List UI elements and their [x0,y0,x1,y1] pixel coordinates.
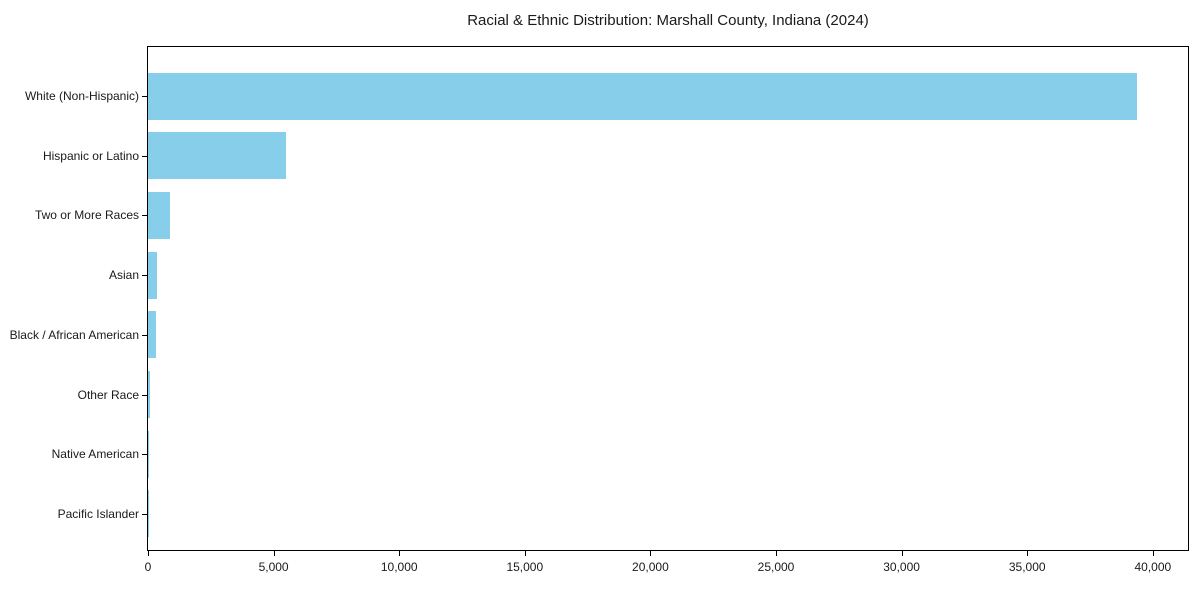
x-tick-label: 25,000 [757,560,795,574]
y-tick-mark [142,275,147,277]
y-tick-label: Hispanic or Latino [42,148,139,163]
y-tick-mark [142,454,147,456]
y-axis-ticks [142,47,147,550]
chart-title: Racial & Ethnic Distribution: Marshall C… [467,12,869,29]
x-axis: 0 5,000 10,000 15,000 20,000 25,000 30,000 35,0… [145,550,1188,590]
x-tick-label: 35,000 [1008,560,1046,574]
x-tick-mark [901,551,903,556]
plot-area [147,46,1189,551]
y-tick-label: Pacific Islander [57,506,139,521]
x-tick-label: 0 [144,560,152,574]
y-tick-label: Two or More Races [34,208,139,223]
y-tick-mark [142,394,147,396]
y-tick-mark [142,96,147,97]
y-tick-label: Native American [51,447,139,462]
x-tick-label: 15,000 [506,560,544,574]
bar [148,430,149,478]
x-tick-label: 40,000 [1134,560,1172,574]
y-axis-labels: White (Non-Hispanic) Hispanic or Latino Tw… [0,47,139,550]
bar [148,251,157,299]
y-tick-mark [142,215,147,217]
x-tick-mark [1027,551,1029,556]
y-tick-label: Asian [108,268,139,283]
bar [148,311,156,359]
x-tick-label: 30,000 [883,560,920,574]
y-tick-mark [142,513,147,515]
bar [148,191,170,239]
x-tick-label: 10,000 [380,560,418,574]
x-tick-mark [273,551,275,556]
x-tick-label: 5,000 [258,560,289,574]
bar [148,72,1137,120]
y-tick-mark [142,334,147,336]
x-tick-label: 20,000 [632,560,669,574]
y-tick-label: Black / African American [9,327,139,342]
bar [148,371,151,418]
x-tick-mark [1152,551,1154,556]
x-tick-mark [399,551,401,556]
y-tick-mark [142,155,147,157]
x-tick-mark [148,551,149,556]
x-tick-mark [776,551,778,556]
x-tick-mark [650,551,652,556]
bar [148,132,287,180]
y-tick-label: Other Race [77,387,139,402]
x-tick-mark [524,551,526,556]
y-tick-label: White (Non-Hispanic) [24,89,139,103]
